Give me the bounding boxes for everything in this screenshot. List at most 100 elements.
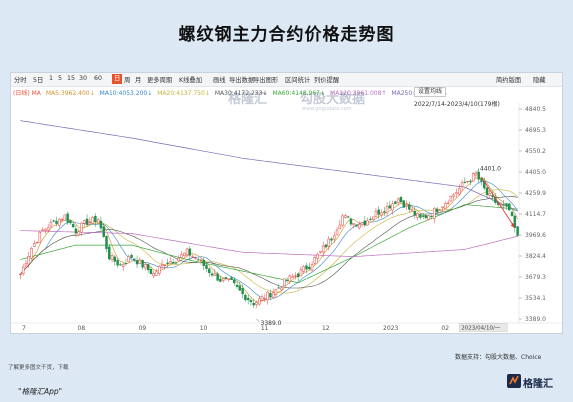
watermark-sub: 勾股大数据: [300, 92, 366, 107]
candle-body: [116, 260, 119, 266]
candle-body: [385, 206, 389, 214]
candle-body: [321, 245, 325, 253]
candle-body: [319, 250, 322, 253]
candle-body: [224, 277, 228, 279]
candle-body: [363, 220, 367, 226]
candle-body: [371, 216, 375, 220]
toolbar-item[interactable]: 周: [124, 77, 131, 84]
candle-body: [330, 238, 333, 241]
candle-body: [216, 273, 219, 281]
candle-body: [355, 224, 358, 227]
candle-body: [291, 276, 294, 278]
toolbar-item[interactable]: 60: [94, 75, 103, 82]
candle-body: [177, 258, 180, 262]
ma-legend-item: MA10:4053.200↓: [99, 90, 153, 97]
candle-body: [171, 261, 175, 264]
candle-body: [305, 265, 308, 270]
toolbar-item[interactable]: 日: [112, 74, 123, 84]
price-annotation: 3389.0: [261, 320, 282, 327]
candle-body: [280, 287, 283, 291]
toolbar-item[interactable]: 更多周期: [147, 77, 173, 84]
candle-body: [435, 208, 439, 213]
toolbar-item[interactable]: K线叠加: [179, 77, 203, 84]
candle-body: [485, 187, 489, 195]
toolbar-item[interactable]: 月: [135, 77, 142, 84]
candle-body: [394, 201, 397, 205]
candle-body: [163, 264, 167, 266]
candle-body: [174, 262, 178, 264]
candle-body: [460, 182, 464, 187]
candle-body: [183, 252, 186, 256]
toolbar-item[interactable]: 分时: [14, 77, 27, 84]
ma-legend-item: MA30:4172.233↓: [214, 90, 268, 97]
candle-body: [85, 218, 89, 225]
candle-body: [113, 256, 117, 262]
candle-body: [166, 262, 169, 264]
candle-body: [324, 244, 328, 248]
toolbar-right-item[interactable]: 简约版面: [496, 77, 522, 84]
candle-body: [130, 254, 133, 258]
brand-logo-icon: [507, 374, 521, 388]
toolbar-right-item[interactable]: 隐藏: [533, 77, 546, 84]
candle-body: [438, 209, 442, 211]
candle-body: [96, 219, 100, 224]
candle-body: [110, 255, 114, 260]
candle-body: [83, 220, 86, 224]
candle-body: [213, 273, 217, 276]
candle-body: [77, 231, 80, 236]
candle-body: [35, 242, 39, 244]
candle-body: [230, 277, 233, 280]
candle-body: [313, 257, 317, 264]
candle-body: [458, 188, 461, 195]
ma-legend-item: MA120:3961.008↑: [330, 90, 387, 97]
brand-name: 格隆汇: [523, 379, 553, 390]
y-tick-label: 4695.3: [525, 127, 546, 134]
candle-body: [46, 227, 50, 231]
candlestick-chart[interactable]: 3389.0 3534.1 3679.3 3824.4 3969.6 4114.7 4259…: [11, 73, 562, 333]
candle-body: [316, 253, 319, 259]
candle-body: [94, 215, 97, 223]
candle-body: [246, 297, 250, 301]
ma-line: [20, 120, 518, 212]
candle-body: [421, 215, 425, 217]
candle-body: [502, 204, 505, 206]
candle-body: [91, 216, 94, 224]
candle-body: [294, 275, 297, 277]
candle-body: [49, 221, 53, 227]
toolbar-item[interactable]: 5: [58, 75, 63, 82]
candle-body: [452, 194, 455, 197]
candle-body: [427, 215, 430, 220]
watermark-name: 格隆汇: [228, 92, 268, 107]
annotation-pointer: [256, 318, 260, 323]
candle-body: [21, 266, 25, 275]
y-tick-label: 3534.1: [525, 295, 546, 302]
candle-body: [277, 287, 280, 289]
watermark-url: www.gogudata.com: [302, 106, 352, 112]
toolbar-item[interactable]: 画线: [213, 77, 226, 84]
candle-body: [33, 243, 36, 247]
candle-body: [205, 264, 208, 269]
candle-body: [24, 263, 28, 267]
candle-body: [296, 273, 300, 277]
chart-panel: 分时 5日 1 5 15 30 60 日周月更多周期 K线叠加 画线 导出数据 导出图形 区间统计 列价提…: [10, 72, 563, 334]
toolbar-item[interactable]: 5日: [33, 77, 44, 84]
toolbar-item[interactable]: 导出数据: [229, 77, 255, 84]
candle-body: [149, 268, 153, 274]
toolbar-item[interactable]: 导出图形: [253, 77, 279, 84]
candle-body: [455, 192, 458, 194]
candle-body: [227, 278, 230, 280]
ma-legend-item: MA5:3962.400↓: [45, 90, 95, 97]
candle-body: [369, 218, 372, 220]
toolbar-item[interactable]: 15: [67, 75, 76, 82]
candle-body: [233, 279, 236, 284]
candle-body: [469, 180, 472, 182]
toolbar-item[interactable]: 30: [79, 75, 88, 82]
settings-ma-button[interactable]: 设置均线: [414, 87, 447, 97]
price-annotation: 4401.0: [480, 166, 501, 173]
toolbar-item[interactable]: 1: [49, 75, 54, 82]
toolbar-item[interactable]: 列价提醒: [314, 77, 340, 84]
candle-body: [188, 248, 192, 256]
candle-body: [338, 224, 342, 230]
toolbar-item[interactable]: 区间统计: [285, 77, 311, 84]
candle-body: [180, 254, 183, 258]
